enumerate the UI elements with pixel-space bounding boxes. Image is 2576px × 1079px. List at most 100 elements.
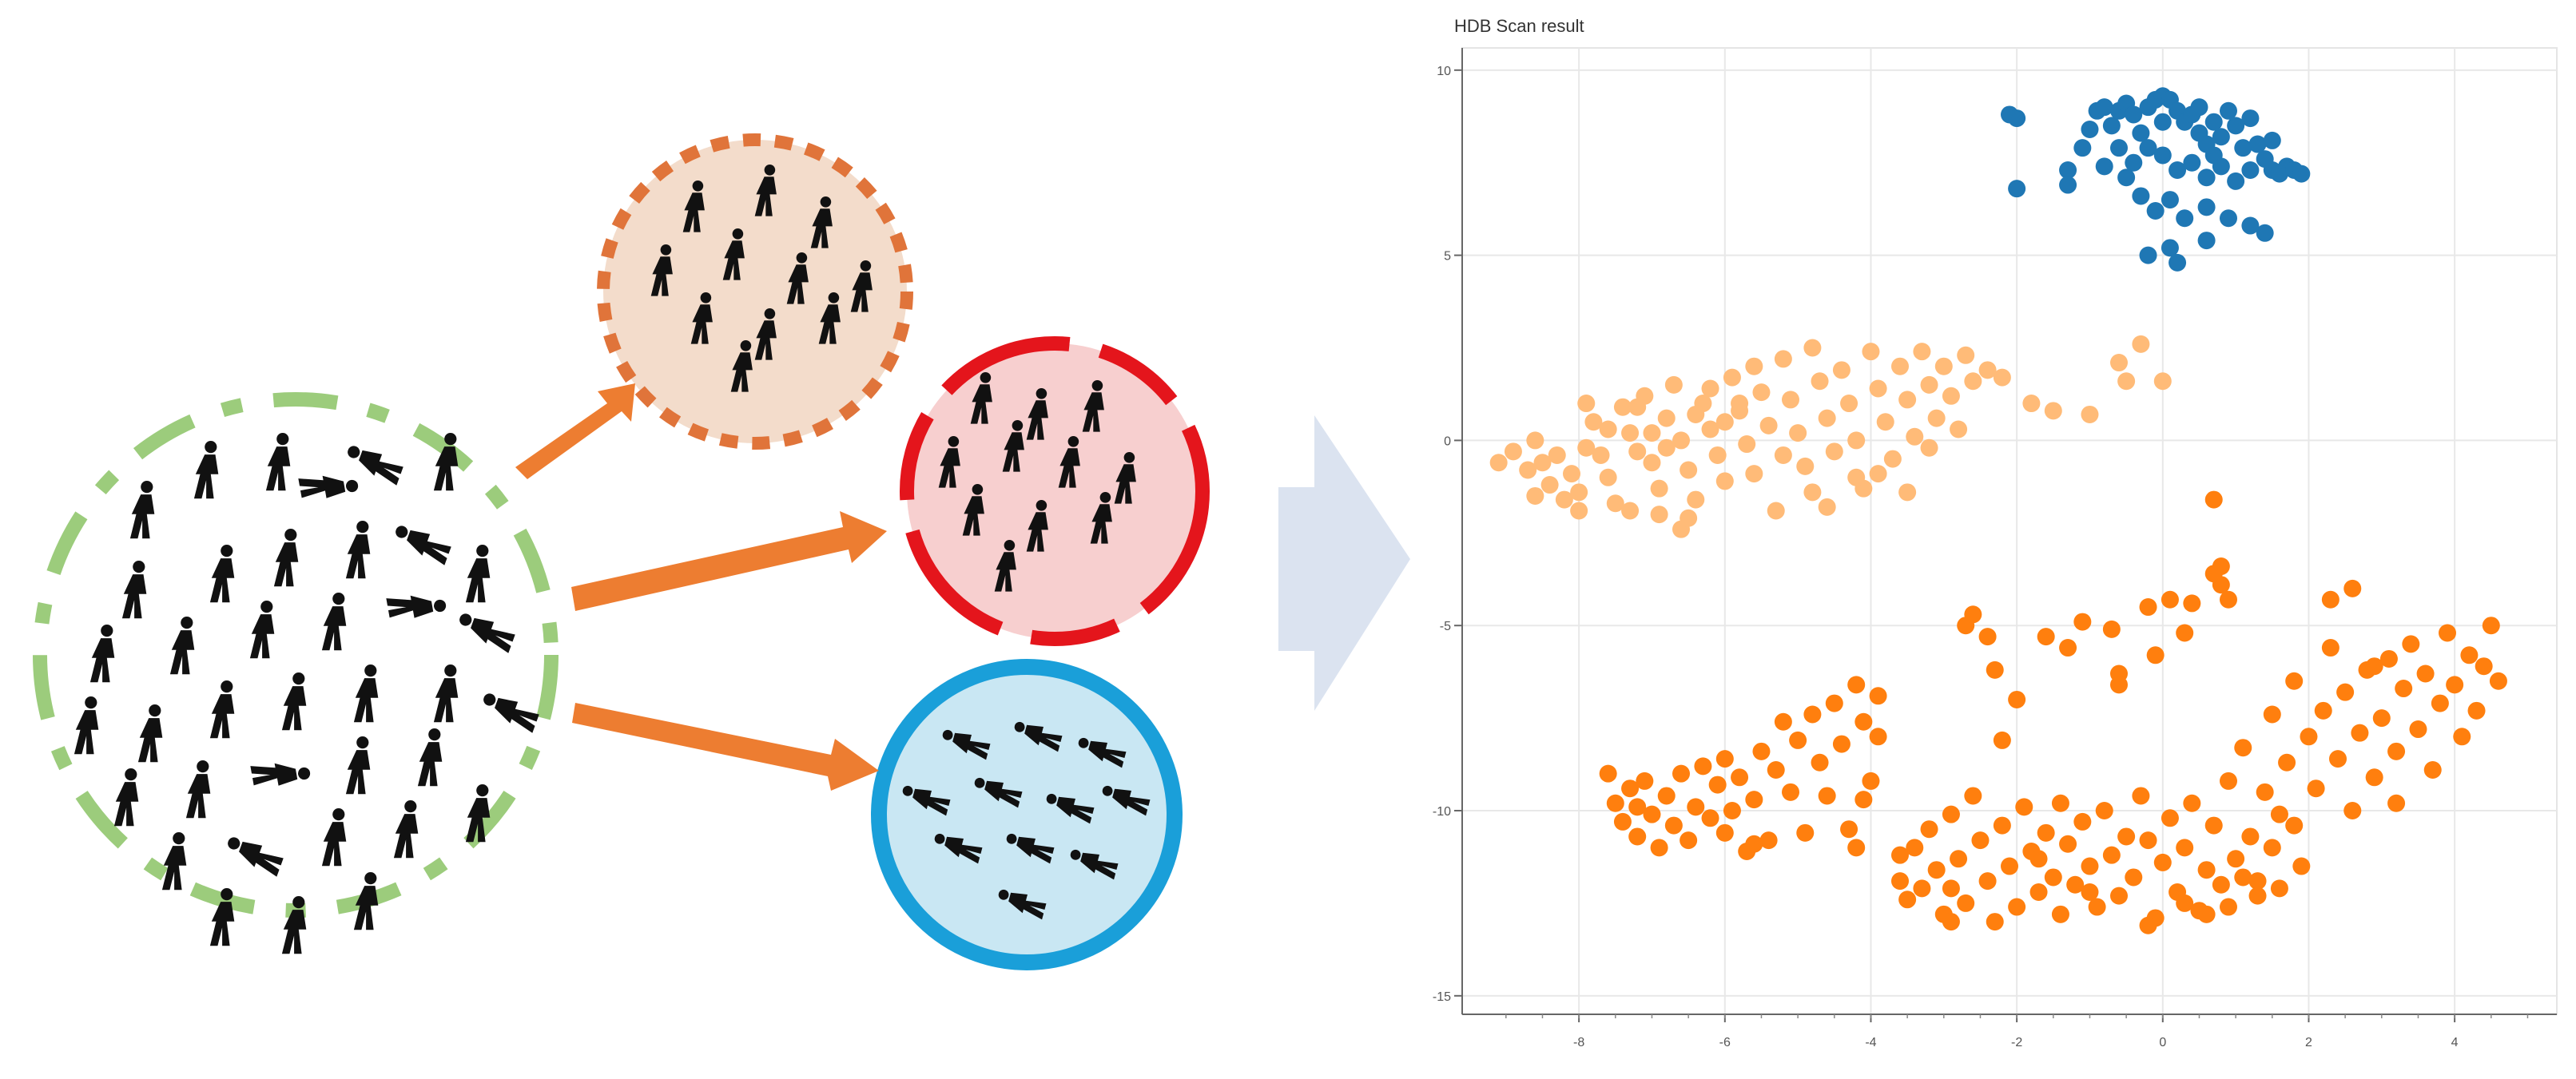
scatter-point [2416,664,2435,683]
scatter-point [2110,139,2128,157]
person-figure-icon [321,808,347,867]
scatter-point [2285,816,2304,835]
scatter-point [1789,424,1807,442]
scatter-point [1927,409,1946,427]
scatter-point [1563,465,1580,483]
scatter-point [1577,438,1596,457]
scatter-point [2051,905,2069,923]
scatter-point [2197,861,2216,879]
person-figure-icon [478,690,541,733]
series-1 [1489,335,2172,538]
scatter-point [1774,712,1792,731]
scatter-point [2439,624,2456,642]
scatter-point [1840,395,1858,413]
person-figure-icon [433,664,459,723]
scatter-point [1540,476,1559,494]
person-figure-icon [386,588,447,623]
scatter-point [2329,750,2347,768]
scatter-point [1862,772,1880,790]
scatter-point [1920,438,1938,457]
scatter-point [2248,872,2267,891]
scatter-point [2489,672,2507,690]
scatter-point [2263,705,2281,724]
x-tick-label: -6 [1719,1036,1731,1049]
scatter-point [2475,657,2493,676]
x-tick-label: 2 [2305,1036,2312,1049]
scatter-point [1599,764,1617,783]
scatter-point [1920,375,1938,394]
scatter-point [1708,446,1727,464]
scatter-point [1803,483,1822,502]
person-figure-icon [89,625,115,683]
scatter-point [2015,798,2033,816]
person-figure-icon [169,617,195,675]
scatter-point [2066,875,2085,894]
scatter-point [2197,198,2216,216]
scatter-point [2241,216,2260,235]
scatter-point [1628,442,1647,461]
scatter-point [1847,468,1866,486]
scatter-point [2008,180,2026,198]
scatter-point [1687,490,1705,509]
scatter-point [1891,872,1909,891]
scatter-point [2220,209,2237,228]
scatter-point [2029,850,2048,868]
scatter-point [2234,739,2252,757]
scatter-point [2204,565,2223,583]
scatter-point [2263,839,2281,857]
scatter-point [2248,135,2267,153]
x-tick-label: -2 [2011,1036,2022,1049]
scatter-point [1803,339,1822,357]
source-figures [74,433,541,954]
scatter-point [1789,731,1807,749]
scatter-point [1934,357,1953,375]
scatter-point [2125,868,2143,887]
scatter-point [1993,731,2011,749]
scatter-point [2059,639,2077,657]
scatter-point [1964,605,1982,624]
series-0 [2001,87,2311,272]
scatter-point [2169,161,2187,179]
scatter-point [2204,816,2223,835]
scatter-point [1862,343,1880,361]
person-figure-icon [281,672,307,731]
transform-arrow [1278,415,1410,711]
scatter-point [1957,346,1975,364]
person-figure-icon [74,696,99,755]
scatter-point [1577,395,1596,413]
scatter-point [1621,502,1640,520]
scatter-point [2241,161,2260,179]
person-figure-icon [185,760,211,819]
scatter-point [2204,146,2223,165]
scatter-point [1854,712,1873,731]
scatter-point [1942,805,1960,823]
scatter-point [2278,753,2296,772]
scatter-point [2125,105,2143,124]
scatter-point [2402,635,2420,653]
scatter-point [1774,446,1792,464]
scatter-point [2321,639,2339,657]
scatter-point [2204,113,2223,131]
scatter-point [2227,172,2245,190]
scatter-point [1825,442,1843,461]
scatter-point [1628,827,1647,846]
person-figure-icon [390,522,453,565]
person-figure-icon [454,610,517,653]
chart-axes: -8 -6 -4 -2 0 2 4 10 5 0 -5 -10 -15 [1433,48,2557,1049]
scatter-point [2102,846,2121,864]
series-2 [1599,490,2507,934]
scatter-point [1818,787,1836,805]
scatter-point [2292,857,2311,875]
scatter-point [1964,372,1982,391]
scatter-point [1767,761,1785,779]
scatter-point [2183,794,2201,812]
scatter-point [2321,590,2339,609]
scatter-point [2292,165,2311,183]
scatter-point [1796,823,1815,842]
scatter-point [2212,128,2230,146]
scatter-point [1715,472,1734,490]
scatter-point [1723,802,1741,820]
scatter-point [1628,798,1647,816]
scatter-point [1657,409,1676,427]
